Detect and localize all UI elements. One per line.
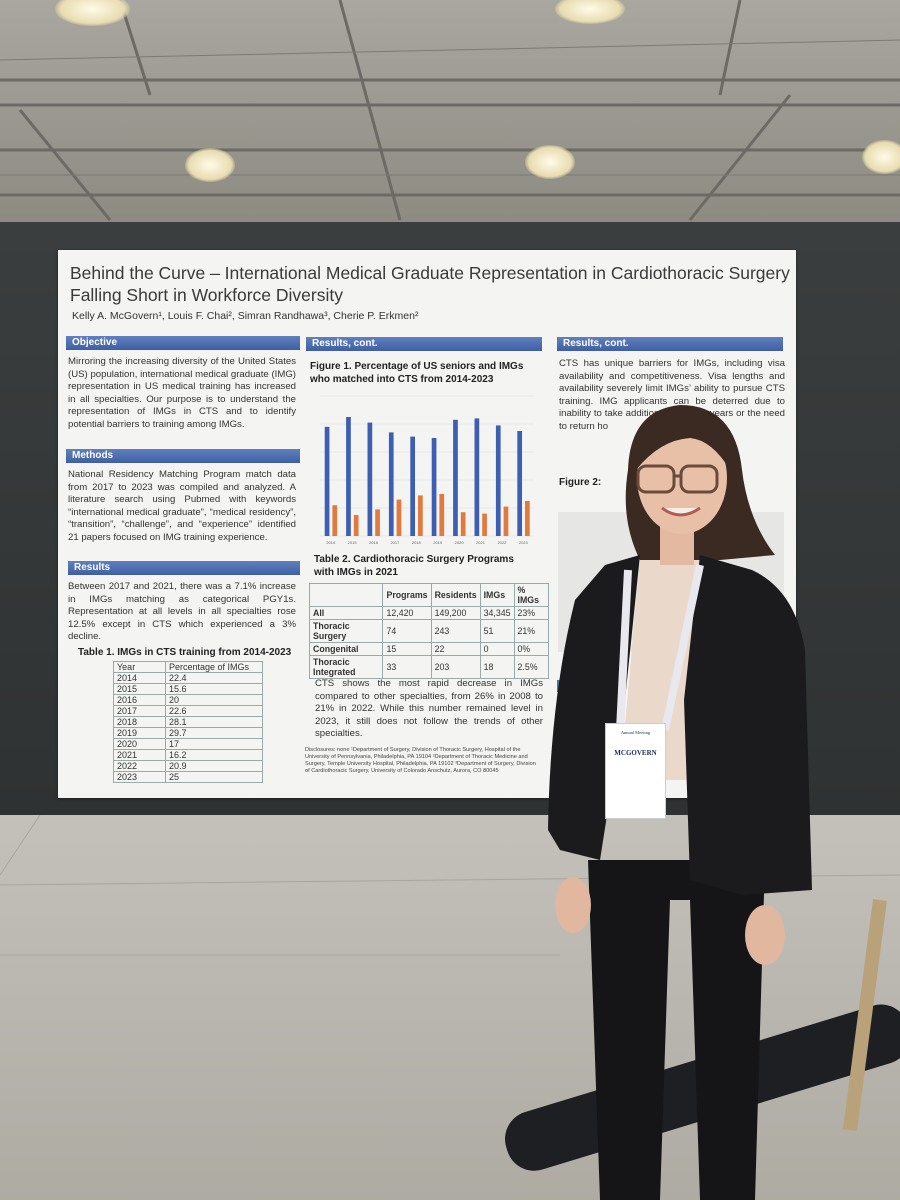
table-row: All 12,420 149,200 34,345 23% [308,606,550,620]
bar [346,417,351,536]
figure2-title: Figure 2: [559,477,602,488]
x-tick-label: 2021 [476,540,486,545]
figure1-chart: 2014 2015 2016 2017 2018 2019 2020 2021 2022 2023 [310,388,540,560]
table2-caption: Table 2. Cardiothoracic Surgery Programs… [314,554,514,578]
x-tick-label: 2022 [497,540,507,545]
bar [495,425,501,536]
bar [418,495,423,536]
table-header-row: Programs Residents IMGs% IMGs [308,583,550,607]
table-cell: 203 [430,655,481,679]
name-badge: Annual Meeting MCGOVERN [605,723,666,819]
table-cell: Thoracic Integrated [308,655,384,679]
bar [431,438,437,536]
bar [396,499,402,536]
x-tick-label: 2018 [412,540,422,545]
table2: Programs Residents IMGs% IMGs All 12,420 149… [308,583,550,679]
table-header-cell: % IMGs [513,583,550,607]
objective-text: Mirroring the increasing diversity of th… [68,356,296,430]
bar [439,494,445,536]
ceiling-light [185,148,235,182]
ceiling-light [525,145,575,179]
x-tick-label: 2016 [369,540,379,545]
table-row: Thoracic Surgery 74 243 51 21% [308,619,550,643]
table-cell: 2.5% [513,655,550,679]
bar [332,505,338,536]
ceiling [0,0,900,225]
table-row: 2022 20.9 [113,760,263,772]
bar [367,422,373,536]
results-header: Results [68,561,300,575]
table-cell: 74 [382,619,432,643]
badge-name: MCGOVERN [614,749,657,757]
bar [453,419,458,536]
table-cell: 243 [430,619,481,643]
badge-meeting: Annual Meeting [620,730,651,735]
x-tick-label: 2020 [455,540,465,545]
poster-authors: Kelly A. McGovern¹, Louis F. Chai², Simr… [72,310,419,322]
table-cell: 2023 [113,771,166,783]
figure1-title: Figure 1. Percentage of US seniors and I… [310,361,524,385]
x-tick-label: 2023 [519,540,529,545]
table-cell: 25 [165,771,263,783]
bar [482,513,487,536]
table-row: Congenital 15 22 0 0% [308,642,550,656]
table-cell: 21% [513,619,550,643]
table-row: Thoracic Integrated 33 203 18 2.5% [308,655,550,679]
objective-header: Objective [66,336,300,350]
x-tick-label: 2015 [348,540,358,545]
results-cont-text: CTS shows the most rapid decrease in IMG… [315,678,543,740]
bar [410,436,416,536]
x-tick-label: 2014 [326,540,336,545]
ceiling-light [862,140,900,174]
table1: Year Percentage of IMGs 2014 22.4 2015 15.6… [113,661,263,783]
table-row: 2019 29.7 [113,727,263,739]
results-cont2-header: Results, cont. [557,337,783,351]
bar [503,506,509,536]
table1-caption: Table 1. IMGs in CTS training from 2014-… [78,647,292,658]
bar [460,512,466,536]
disclosures: Disclosures: none ¹Department of Surgery… [305,747,536,774]
table-header-row: Year Percentage of IMGs [113,661,263,673]
bar [525,501,530,536]
methods-text: National Residency Matching Program matc… [68,469,296,543]
x-tick-label: 2017 [390,540,400,545]
ceiling-light [55,0,130,26]
bar-chart: 2014 2015 2016 2017 2018 2019 2020 2021 2022 2023 [320,395,534,545]
table-header-cell: Residents [430,583,481,607]
results-text: Between 2017 and 2021, there was a 7.1% … [68,581,296,643]
poster-title: Behind the Curve – International Medical… [70,263,790,305]
bar [324,426,330,536]
bar [474,418,480,536]
bar [353,515,359,536]
bar [517,431,523,536]
bar [375,509,380,536]
bar [388,432,394,536]
methods-header: Methods [66,449,300,463]
results-cont-header: Results, cont. [306,337,542,351]
x-tick-label: 2019 [433,540,443,545]
table-row: 2023 25 [113,771,263,783]
ceiling-light [555,0,625,24]
table-cell: 33 [382,655,432,679]
